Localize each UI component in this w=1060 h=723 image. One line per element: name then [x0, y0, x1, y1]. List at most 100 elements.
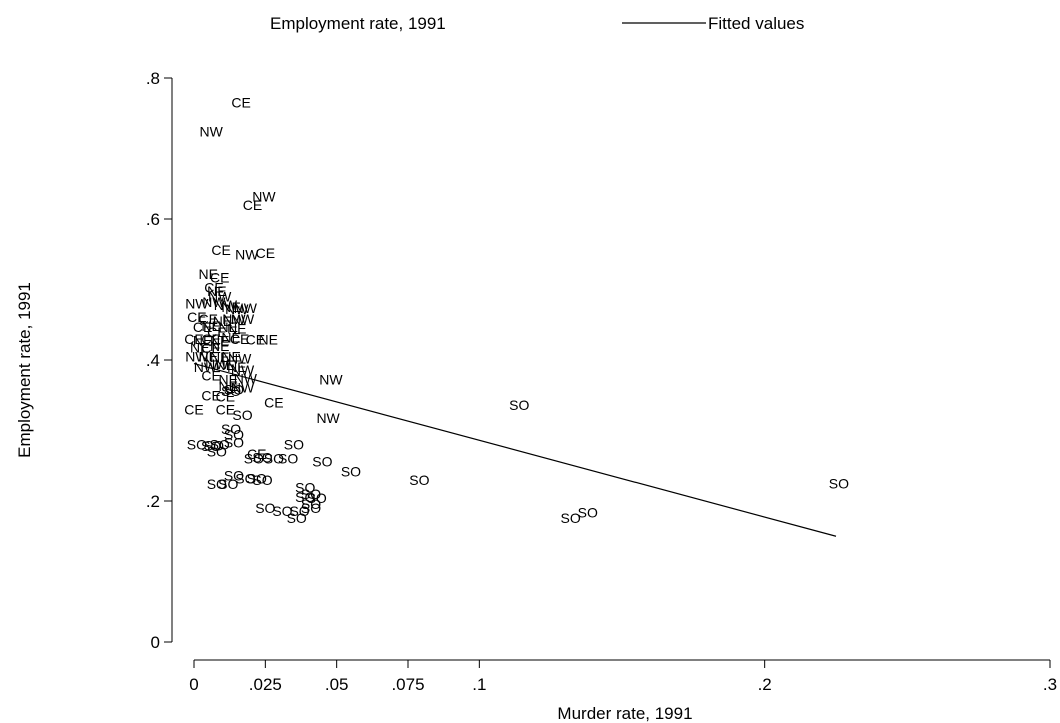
data-point: SO — [578, 504, 598, 520]
data-point: CE — [204, 279, 223, 295]
data-point: NE — [227, 359, 246, 375]
data-point: SO — [252, 472, 272, 488]
data-point: NW — [225, 301, 249, 317]
data-point: SO — [204, 437, 224, 453]
data-point: NW — [222, 311, 246, 327]
y-tick-label: .4 — [146, 351, 160, 370]
legend: Employment rate, 1991 Fitted values — [270, 14, 804, 33]
data-point: CE — [187, 309, 206, 325]
data-point: NW — [234, 300, 258, 316]
axes: 0 .2 .4 .6 .8 0 .025 .05 .075 .1 .2 .3 — [146, 69, 1057, 694]
data-point: CE — [201, 387, 220, 403]
data-point: SO — [221, 383, 241, 399]
data-point: CE — [216, 401, 235, 417]
data-point: NW — [235, 246, 259, 262]
data-point: CE — [230, 331, 249, 347]
data-point: NE — [216, 357, 235, 373]
x-tick-label: .05 — [325, 675, 349, 694]
data-point: SO — [409, 472, 429, 488]
data-point: CE — [184, 331, 203, 347]
data-point: SO — [829, 475, 849, 491]
data-point: SO — [287, 510, 307, 526]
data-point: CE — [199, 311, 218, 327]
data-point: NE — [221, 329, 240, 345]
fitted-line-layer — [193, 362, 837, 537]
data-point: SO — [224, 382, 244, 398]
x-tick-label: .2 — [758, 675, 772, 694]
data-point: NE — [219, 378, 238, 394]
data-point: NE — [210, 332, 229, 348]
data-point: NE — [221, 348, 240, 364]
y-tick-label: .8 — [146, 69, 160, 88]
data-point: NW — [185, 296, 209, 312]
data-point: NE — [219, 319, 238, 335]
data-point: SO — [341, 463, 361, 479]
data-point: NE — [207, 283, 226, 299]
data-point: SO — [284, 437, 304, 453]
y-tick-label: 0 — [151, 633, 160, 652]
data-point: NE — [193, 332, 212, 348]
data-point: SO — [207, 444, 227, 460]
data-point: CE — [207, 324, 226, 340]
data-point: NE — [190, 339, 209, 355]
data-point: CE — [256, 245, 275, 261]
x-tick-label: .075 — [391, 675, 424, 694]
data-point: SO — [289, 503, 309, 519]
data-point: SO — [255, 500, 275, 516]
legend-entry-fitted: Fitted values — [708, 14, 804, 33]
data-point: SO — [224, 427, 244, 443]
x-axis-title: Murder rate, 1991 — [557, 704, 692, 723]
legend-entry-employment: Employment rate, 1991 — [270, 14, 446, 33]
data-point: CE — [184, 401, 203, 417]
x-tick-label: .1 — [472, 675, 486, 694]
data-point: SO — [278, 451, 298, 467]
data-point: CE — [243, 197, 262, 213]
data-point: SO — [252, 449, 272, 465]
data-point: SO — [509, 397, 529, 413]
data-point: SO — [207, 476, 227, 492]
data-point: SO — [247, 470, 267, 486]
data-point: NW — [199, 124, 223, 140]
data-point: CE — [231, 95, 250, 111]
data-point: SO — [224, 434, 244, 450]
data-point: NW — [202, 294, 226, 310]
data-point: NE — [210, 349, 229, 365]
data-point: CE — [246, 332, 265, 348]
data-point: SO — [221, 421, 241, 437]
data-point: SO — [301, 496, 321, 512]
data-point: CE — [193, 319, 212, 335]
data-point: NW — [234, 370, 258, 386]
data-point: NE — [227, 320, 246, 336]
data-point: SO — [232, 407, 252, 423]
data-point: SO — [210, 437, 230, 453]
data-point: CE — [201, 368, 220, 384]
data-point: SO — [295, 480, 315, 496]
data-point: SO — [235, 470, 255, 486]
data-point: SO — [218, 476, 238, 492]
data-point: NE — [221, 299, 240, 315]
data-point: CE — [201, 340, 220, 356]
data-point: NW — [228, 351, 252, 367]
y-tick-label: .6 — [146, 210, 160, 229]
data-point: NW — [252, 188, 276, 204]
data-point: CE — [210, 270, 229, 286]
data-point: NE — [213, 313, 232, 329]
fitted-line — [193, 362, 837, 537]
data-point: NW — [231, 379, 255, 395]
data-point: CE — [211, 242, 230, 258]
data-point: CE — [216, 389, 235, 405]
data-point: SO — [264, 451, 284, 467]
data-point: SO — [187, 437, 207, 453]
data-point: NW — [319, 372, 343, 388]
data-point: NW — [231, 362, 255, 378]
data-point: SO — [201, 438, 221, 454]
y-tick-label: .2 — [146, 492, 160, 511]
data-point: NE — [199, 348, 218, 364]
data-point: NW — [316, 410, 340, 426]
data-point: NW — [208, 289, 232, 305]
data-point: SO — [295, 489, 315, 505]
data-point: NW — [185, 348, 209, 364]
x-tick-label: 0 — [189, 675, 198, 694]
data-point: NE — [201, 318, 220, 334]
